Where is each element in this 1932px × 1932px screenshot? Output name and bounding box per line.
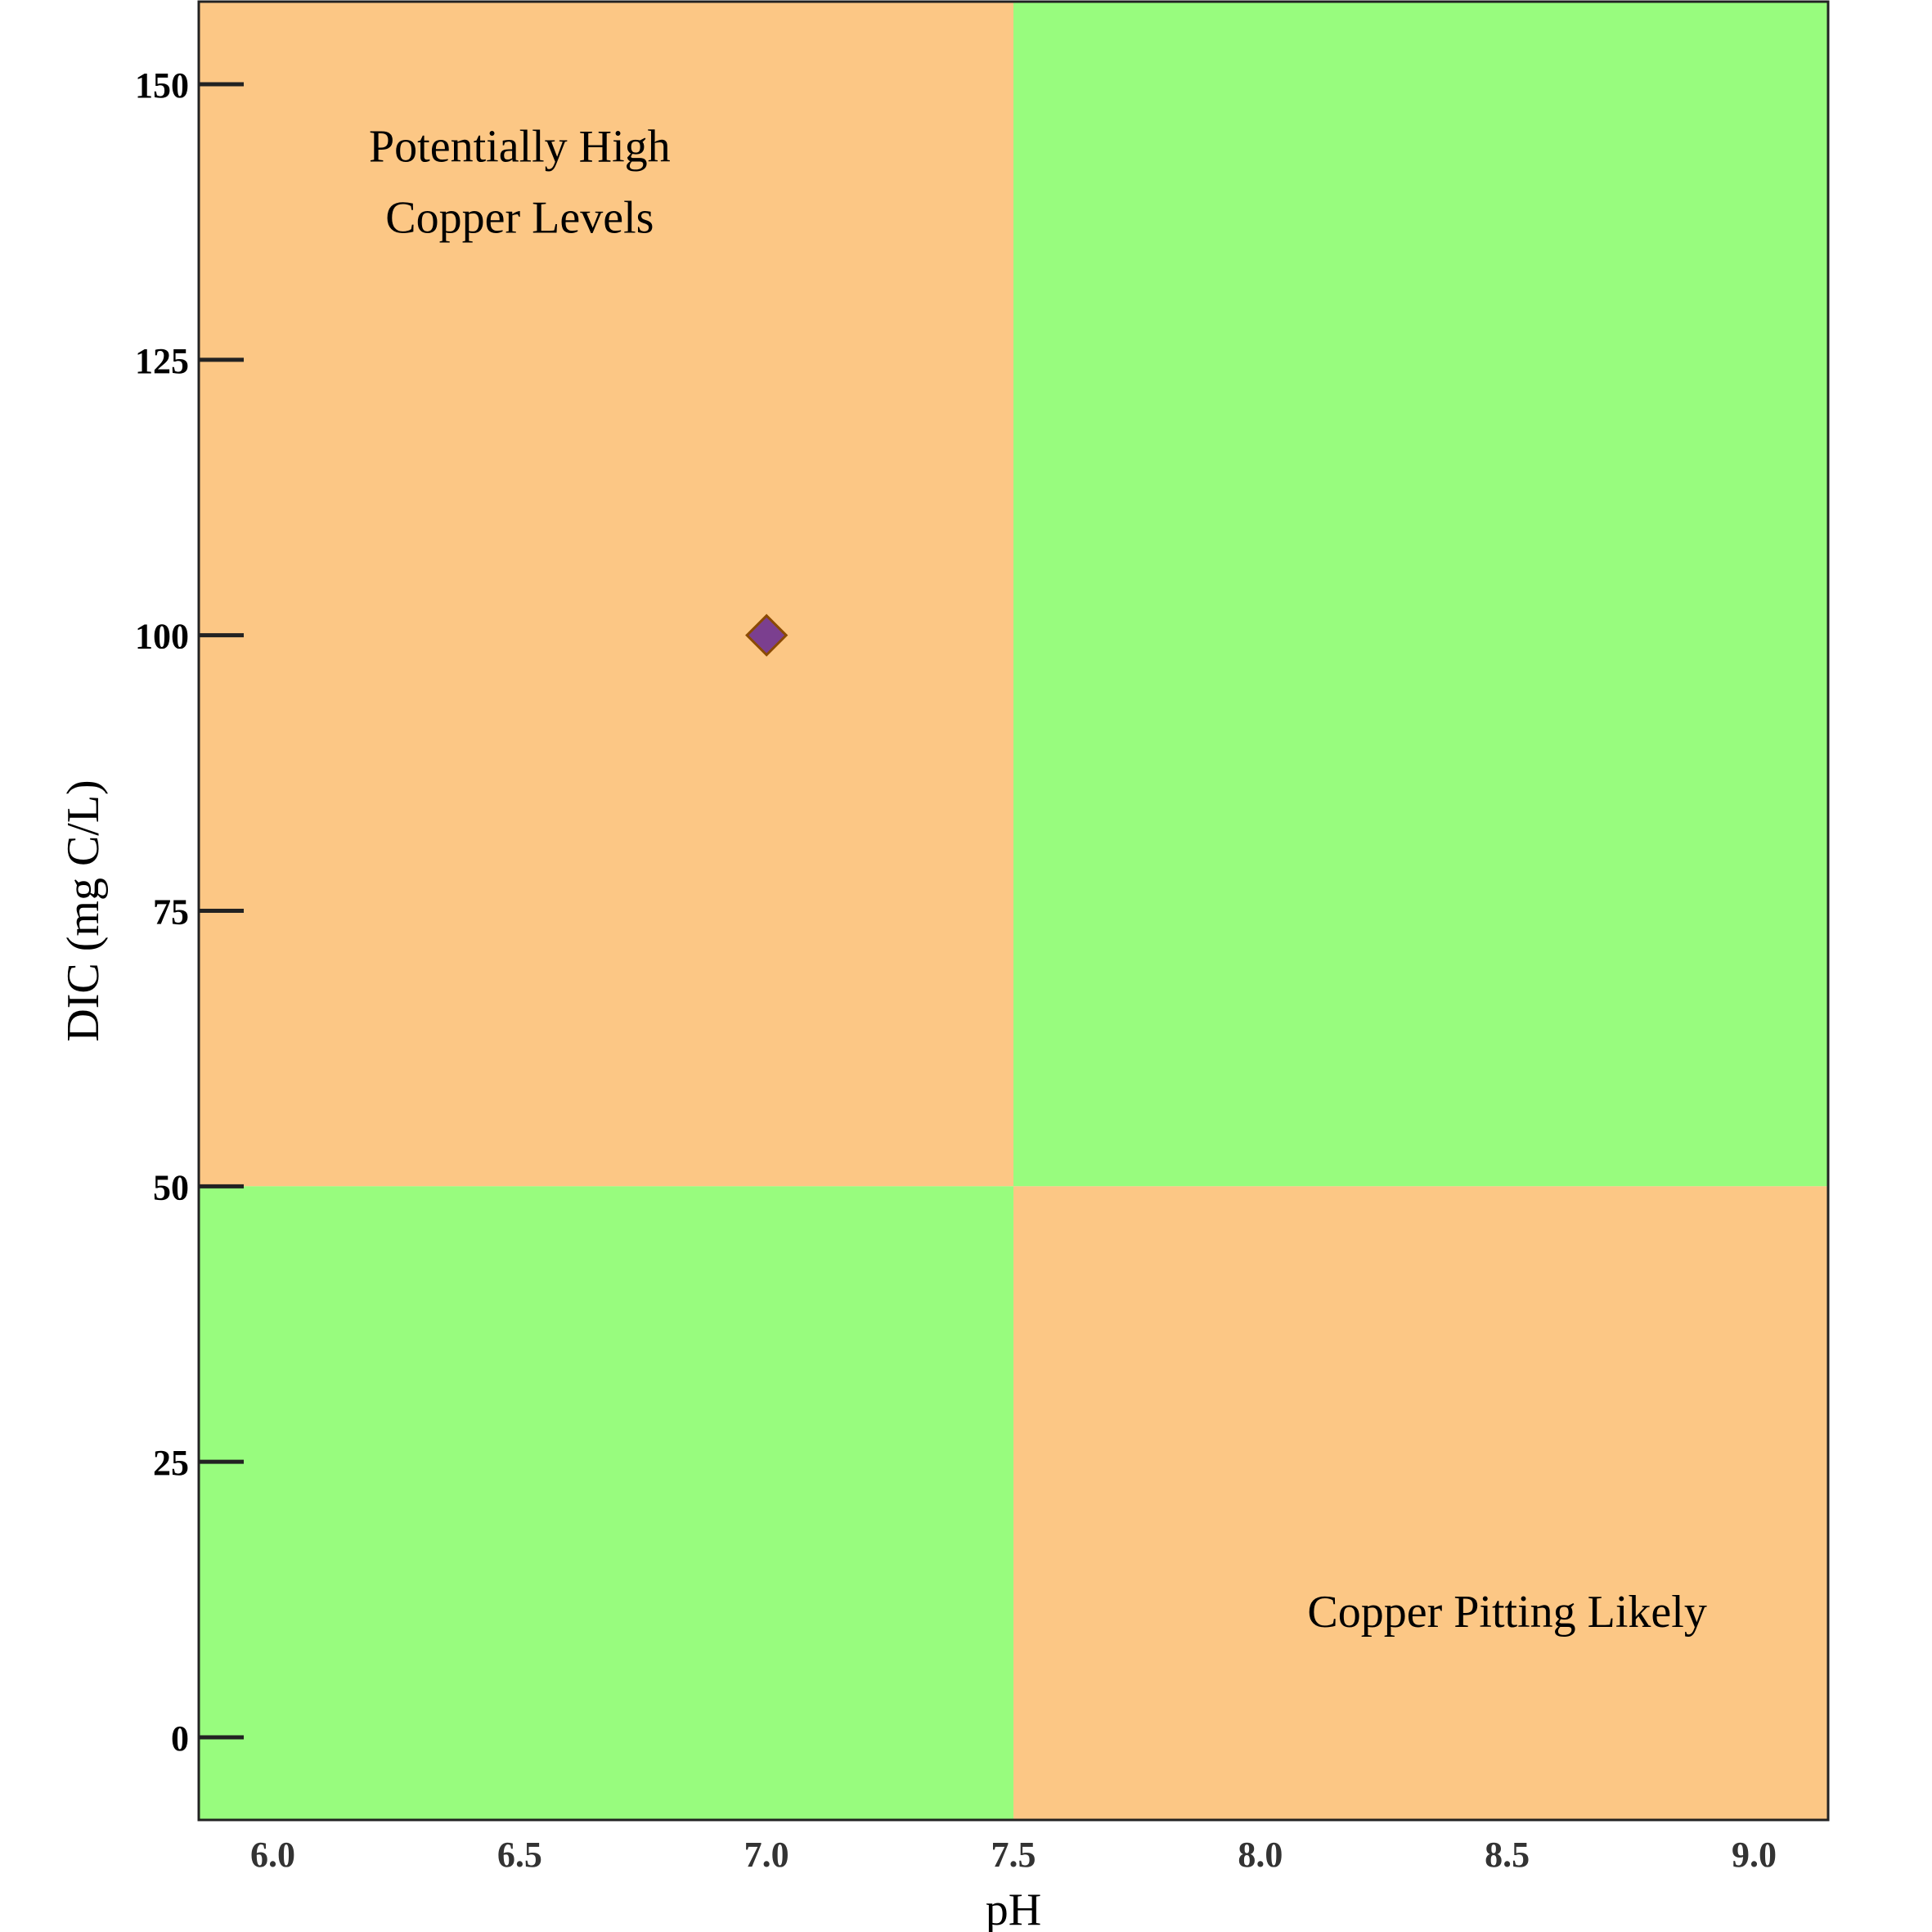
plot-region-1 bbox=[1013, 2, 1828, 1187]
region-annotation-0-line-1: Copper Levels bbox=[385, 192, 654, 243]
x-tick-label-5: 8.5 bbox=[1485, 1835, 1530, 1875]
plot-region-0 bbox=[199, 2, 1013, 1187]
plot-region-3 bbox=[1013, 1186, 1828, 1820]
region-annotation-1-line-0: Copper Pitting Likely bbox=[1307, 1587, 1706, 1638]
y-tick-label-0: 0 bbox=[171, 1719, 189, 1759]
y-tick-label-4: 100 bbox=[135, 617, 189, 657]
y-tick-label-2: 50 bbox=[153, 1167, 189, 1207]
y-tick-label-1: 25 bbox=[153, 1443, 189, 1483]
region-annotations: Potentially High Copper Levels Copper Pitt… bbox=[369, 121, 1707, 1638]
x-axis-ticks: 6.0 6.5 7.0 7.5 8.0 8.5 9.0 bbox=[250, 1835, 1777, 1875]
y-tick-label-6: 150 bbox=[135, 65, 189, 106]
y-axis-ticks: 0 25 50 75 100 125 150 bbox=[135, 65, 244, 1759]
x-tick-label-3: 7.5 bbox=[991, 1835, 1036, 1875]
plot-region-2 bbox=[199, 1186, 1013, 1820]
y-tick-label-3: 75 bbox=[153, 892, 189, 932]
y-tick-label-5: 125 bbox=[135, 341, 189, 381]
x-tick-label-1: 6.5 bbox=[497, 1835, 542, 1875]
data-points bbox=[745, 613, 789, 657]
plot-regions bbox=[199, 2, 1828, 1820]
x-tick-label-0: 6.0 bbox=[250, 1835, 295, 1875]
x-axis-label: pH bbox=[986, 1885, 1041, 1932]
data-point-0-0 bbox=[745, 613, 789, 657]
x-tick-label-2: 7.0 bbox=[744, 1835, 789, 1875]
y-axis-label: DIC (mg C/L) bbox=[58, 780, 109, 1041]
region-annotation-0-line-0: Potentially High bbox=[369, 121, 671, 172]
x-tick-label-6: 9.0 bbox=[1732, 1835, 1777, 1875]
x-tick-label-4: 8.0 bbox=[1238, 1835, 1283, 1875]
